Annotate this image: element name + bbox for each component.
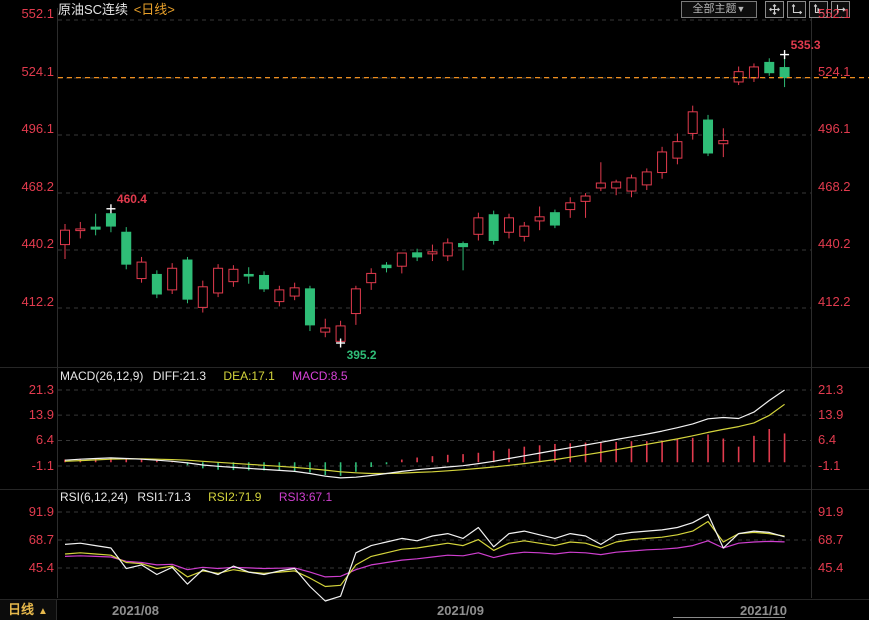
fit-y-axis-button[interactable] xyxy=(787,1,806,18)
rsi-indicator-row: RSI(6,12,24) RSI1:71.3 RSI2:71.9 RSI3:67… xyxy=(60,490,346,504)
goto-latest-button[interactable] xyxy=(831,1,850,18)
rsi-axis-label: 68.7 xyxy=(818,532,844,547)
rsi3-value: RSI3:67.1 xyxy=(278,490,333,504)
y-axis-label: 412.2 xyxy=(21,294,54,309)
y-axis-label: 552.1 xyxy=(21,6,54,21)
macd-axis-label: -1.1 xyxy=(818,458,841,473)
macd-axis-label: 6.4 xyxy=(818,432,837,447)
fit-x-axis-button[interactable] xyxy=(809,1,828,18)
period-name: <日线> xyxy=(133,2,175,17)
rsi-axis-label: 45.4 xyxy=(818,560,844,575)
toolbar-icon-group xyxy=(762,1,850,18)
y-axis-label: 412.2 xyxy=(818,294,851,309)
y-axis-label: 468.2 xyxy=(818,179,851,194)
y-axis-label: 496.1 xyxy=(21,121,54,136)
macd-axis-label: 21.3 xyxy=(818,382,844,397)
macd-dea-value: DEA:17.1 xyxy=(223,369,275,383)
y-axis-label: 440.2 xyxy=(818,236,851,251)
rsi-params: RSI(6,12,24) xyxy=(60,490,129,504)
themes-dropdown[interactable]: 全部主题▼ xyxy=(681,1,757,18)
chevron-down-icon: ▼ xyxy=(736,4,746,14)
price-annotation: 395.2 xyxy=(346,347,377,362)
crosshair-icon xyxy=(769,4,780,15)
y-axis-label-current-price: 524.1 xyxy=(818,64,851,79)
symbol-name: 原油SC连续 xyxy=(58,2,129,17)
goto-latest-icon xyxy=(836,4,846,15)
macd-axis-label: 13.9 xyxy=(28,407,54,422)
y-axis-label: 552.1 xyxy=(818,6,851,21)
price-annotation: 460.4 xyxy=(116,191,147,206)
period-selector-tab[interactable]: 日线 ▲ xyxy=(0,600,57,620)
price-annotation: 535.3 xyxy=(790,37,821,52)
rsi2-value: RSI2:71.9 xyxy=(208,490,262,504)
y-axis-label: 524.1 xyxy=(21,64,54,79)
chart-title: 原油SC连续 <日线> xyxy=(58,2,175,17)
macd-axis-label: 21.3 xyxy=(28,382,54,397)
x-axis-label: 2021/08 xyxy=(112,603,159,618)
macd-hist-value: MACD:8.5 xyxy=(292,369,348,383)
chart-toolbar: 全部主题▼ xyxy=(681,1,850,18)
x-axis-label: 2021/10 xyxy=(740,603,787,618)
y-axis-label: 496.1 xyxy=(818,121,851,136)
x-axis-label: 2021/09 xyxy=(437,603,484,618)
crosshair-button[interactable] xyxy=(765,1,784,18)
rsi-axis-label: 45.4 xyxy=(28,560,54,575)
macd-axis-label: 6.4 xyxy=(35,432,54,447)
triangle-up-icon: ▲ xyxy=(38,606,48,617)
fit-y-axis-icon xyxy=(791,4,802,15)
macd-axis-label: -1.1 xyxy=(31,458,54,473)
horizontal-scrollbar-thumb[interactable] xyxy=(673,617,785,618)
y-axis-label: 468.2 xyxy=(21,179,54,194)
macd-diff-value: DIFF:21.3 xyxy=(152,369,207,383)
macd-indicator-row: MACD(26,12,9) DIFF:21.3 DEA:17.1 MACD:8.… xyxy=(60,369,362,383)
rsi-axis-label: 68.7 xyxy=(28,532,54,547)
macd-axis-label: 13.9 xyxy=(818,407,844,422)
y-axis-label: 440.2 xyxy=(21,236,54,251)
rsi-axis-label: 91.9 xyxy=(28,504,54,519)
fit-x-axis-icon xyxy=(813,4,824,14)
rsi1-value: RSI1:71.3 xyxy=(137,490,191,504)
rsi-axis-label: 91.9 xyxy=(818,504,844,519)
macd-params: MACD(26,12,9) xyxy=(60,369,144,383)
